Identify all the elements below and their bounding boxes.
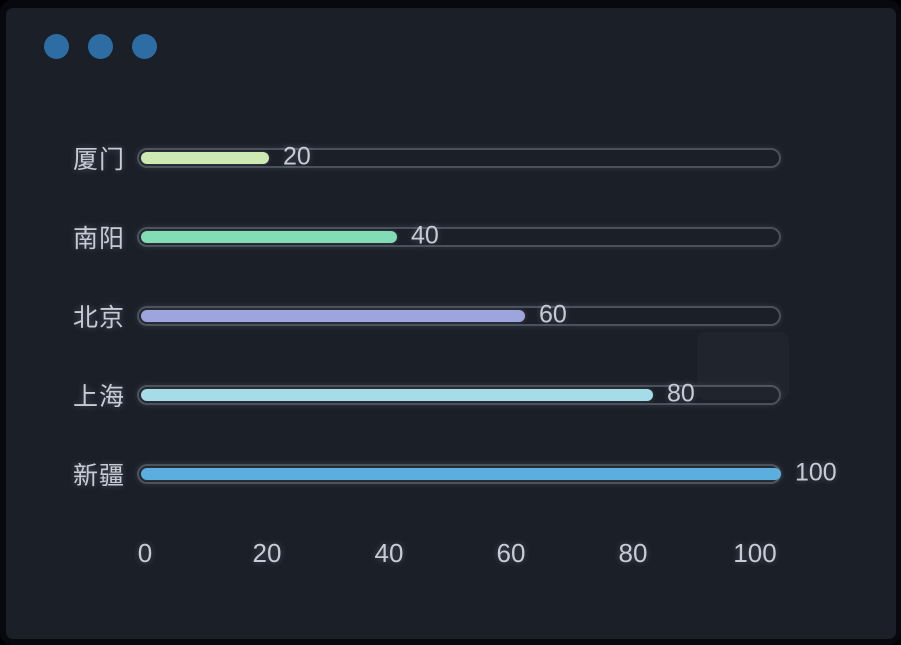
- bar-fill-xinjiang[interactable]: [141, 467, 781, 480]
- bar-row-nanyang: 南阳 40: [44, 197, 896, 276]
- category-label: 厦门: [72, 145, 125, 174]
- x-axis-tick-60: 60: [496, 538, 526, 568]
- window-control-dot-3[interactable]: [132, 34, 157, 59]
- bar-row-beijing: 北京 60: [44, 276, 896, 355]
- x-axis-tick-40: 40: [374, 538, 404, 568]
- category-label: 上海: [72, 382, 125, 411]
- bar-track: 40: [137, 221, 781, 249]
- bar-fill-shanghai[interactable]: [141, 388, 653, 401]
- bar-value-label: 40: [411, 220, 439, 249]
- x-axis: 0 20 40 60 80 100: [138, 538, 777, 570]
- x-axis-tick-100: 100: [733, 538, 777, 568]
- bar-track: 20: [137, 142, 781, 170]
- window-control-dot-1[interactable]: [44, 34, 69, 59]
- x-axis-tick-20: 20: [252, 538, 282, 568]
- bar-value-label: 60: [539, 299, 567, 328]
- category-label: 南阳: [72, 224, 125, 253]
- bar-track: 60: [137, 300, 781, 328]
- bar-value-label: 100: [795, 457, 837, 486]
- chart-panel: 厦门 20 南阳 40 北京 60: [6, 8, 896, 639]
- window-controls: [44, 34, 896, 59]
- bar-row-xiamen: 厦门 20: [44, 118, 896, 197]
- bar-fill-beijing[interactable]: [141, 309, 525, 322]
- x-axis-tick-0: 0: [137, 538, 153, 568]
- bar-track: 100: [137, 458, 837, 486]
- bar-fill-nanyang[interactable]: [141, 230, 397, 243]
- bar-value-label: 20: [283, 141, 311, 170]
- bar-value-label: 80: [667, 378, 695, 407]
- bar-fill-xiamen[interactable]: [141, 151, 269, 164]
- category-label: 新疆: [72, 461, 125, 490]
- bar-track: 80: [137, 379, 781, 407]
- category-label: 北京: [72, 303, 125, 332]
- bar-row-xinjiang: 新疆 100: [44, 434, 896, 513]
- x-axis-tick-80: 80: [618, 538, 648, 568]
- bar-row-shanghai: 上海 80: [44, 355, 896, 434]
- horizontal-bar-chart: 厦门 20 南阳 40 北京 60: [44, 118, 896, 570]
- window-control-dot-2[interactable]: [88, 34, 113, 59]
